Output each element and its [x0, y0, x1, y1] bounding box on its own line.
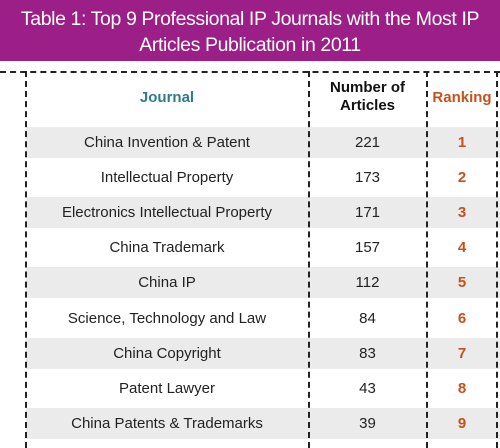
journal-cell: China Patents & Trademarks: [71, 414, 263, 432]
left-dashed-border: [25, 71, 27, 448]
articles-count-cell: 39: [359, 414, 376, 432]
table-row: China IP 112 5: [26, 267, 500, 299]
articles-count-cell: 43: [359, 379, 376, 397]
title-line-2: Articles Publication in 2011: [139, 34, 361, 56]
header-count-line-2: Articles: [339, 97, 396, 114]
journal-cell: Patent Lawyer: [119, 379, 215, 397]
ranking-cell: 2: [457, 169, 467, 187]
articles-count-cell: 83: [359, 344, 376, 362]
ranking-cell: 8: [457, 379, 467, 397]
journal-cell: China Invention & Patent: [84, 134, 250, 151]
top-dashed-border: [0, 71, 500, 73]
header-count-line-1: Number of: [330, 79, 405, 96]
table-row: China Trademark 157 4: [26, 232, 500, 263]
ranking-cell: 1: [457, 134, 467, 151]
journal-cell: China IP: [138, 274, 196, 292]
journal-cell: Science, Technology and Law: [67, 309, 267, 327]
table-row: Science, Technology and Law 84 6: [26, 303, 500, 334]
articles-count-cell: 157: [354, 239, 381, 257]
header-journal: Journal: [139, 88, 195, 106]
articles-count-cell: 173: [354, 169, 381, 187]
journal-cell: China Trademark: [109, 239, 225, 257]
title-bar: Table 1: Top 9 Professional IP Journals …: [0, 0, 500, 61]
table-row: Patent Lawyer 43 8: [26, 373, 500, 404]
journal-table: Journal Number of Articles Ranking China…: [0, 71, 500, 448]
ranking-cell: 7: [457, 344, 467, 362]
table-row: Electronics Intellectual Property 171 3: [26, 197, 500, 229]
articles-count-cell: 221: [354, 134, 381, 151]
articles-count-cell: 112: [355, 274, 380, 292]
header-number-of-articles: Number of Articles: [309, 71, 426, 123]
header-ranking: Ranking: [432, 88, 492, 106]
table-row: China Copyright 83 7: [26, 337, 500, 369]
journal-cell: Electronics Intellectual Property: [61, 204, 273, 222]
journal-cell: China Copyright: [113, 344, 221, 362]
table-row: China Patents & Trademarks 39 9: [26, 407, 500, 439]
articles-count-cell: 84: [359, 309, 376, 327]
ranking-cell: 9: [457, 414, 467, 432]
right-dashed-border: [496, 71, 498, 448]
count-column-divider: [308, 71, 310, 448]
articles-count-cell: 171: [354, 204, 381, 222]
ranking-cell: 3: [457, 204, 467, 222]
table-row: China Invention & Patent 221 1: [26, 127, 500, 158]
ranking-cell: 5: [457, 274, 467, 292]
table-row: Intellectual Property 173 2: [26, 162, 500, 193]
title-line-1: Table 1: Top 9 Professional IP Journals …: [20, 8, 480, 30]
journal-cell: Intellectual Property: [100, 169, 234, 187]
ranking-cell: 4: [457, 239, 467, 257]
ranking-column-divider: [426, 71, 428, 448]
ranking-cell: 6: [457, 309, 467, 327]
